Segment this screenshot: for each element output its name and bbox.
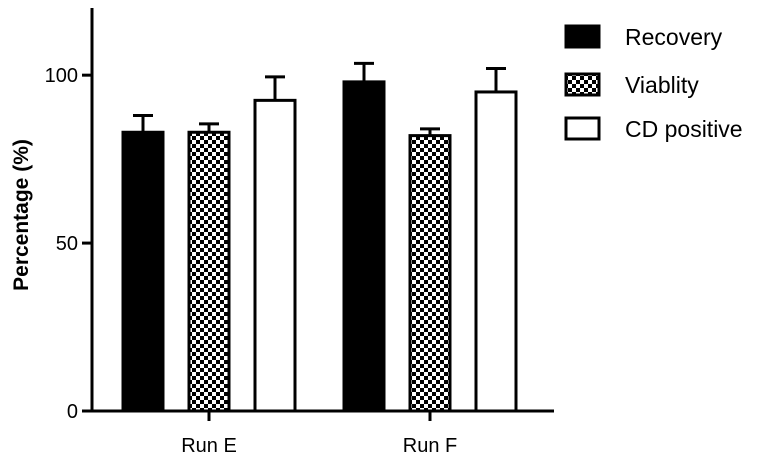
category-label: Run F [403,435,457,457]
bars [121,61,518,413]
legend-label: Viablity [625,72,699,98]
legend-swatch-viablity [564,72,601,97]
legend-swatch-cd-positive [564,116,601,141]
bar-recovery-run-f [342,80,386,413]
category-labels: Run E Run F [181,411,457,457]
y-tick-label: 0 [67,401,78,423]
category-label: Run E [181,435,237,457]
y-axis-title: Percentage (%) [10,139,33,291]
bar-cd-positive-run-f [474,90,518,413]
bar-viablity-run-e [187,130,231,413]
y-ticks: 0 50 100 [45,65,92,423]
y-tick-label: 100 [45,65,78,87]
y-tick-label: 50 [56,233,78,255]
bar-cd-positive-run-e [253,98,297,413]
legend-swatch-recovery [564,24,601,49]
legend: Recovery Viablity CD positive [564,24,743,142]
bar-viablity-run-f [408,134,452,413]
bar-recovery-run-e [121,130,165,413]
legend-label: CD positive [625,116,743,142]
legend-label: Recovery [625,24,723,50]
